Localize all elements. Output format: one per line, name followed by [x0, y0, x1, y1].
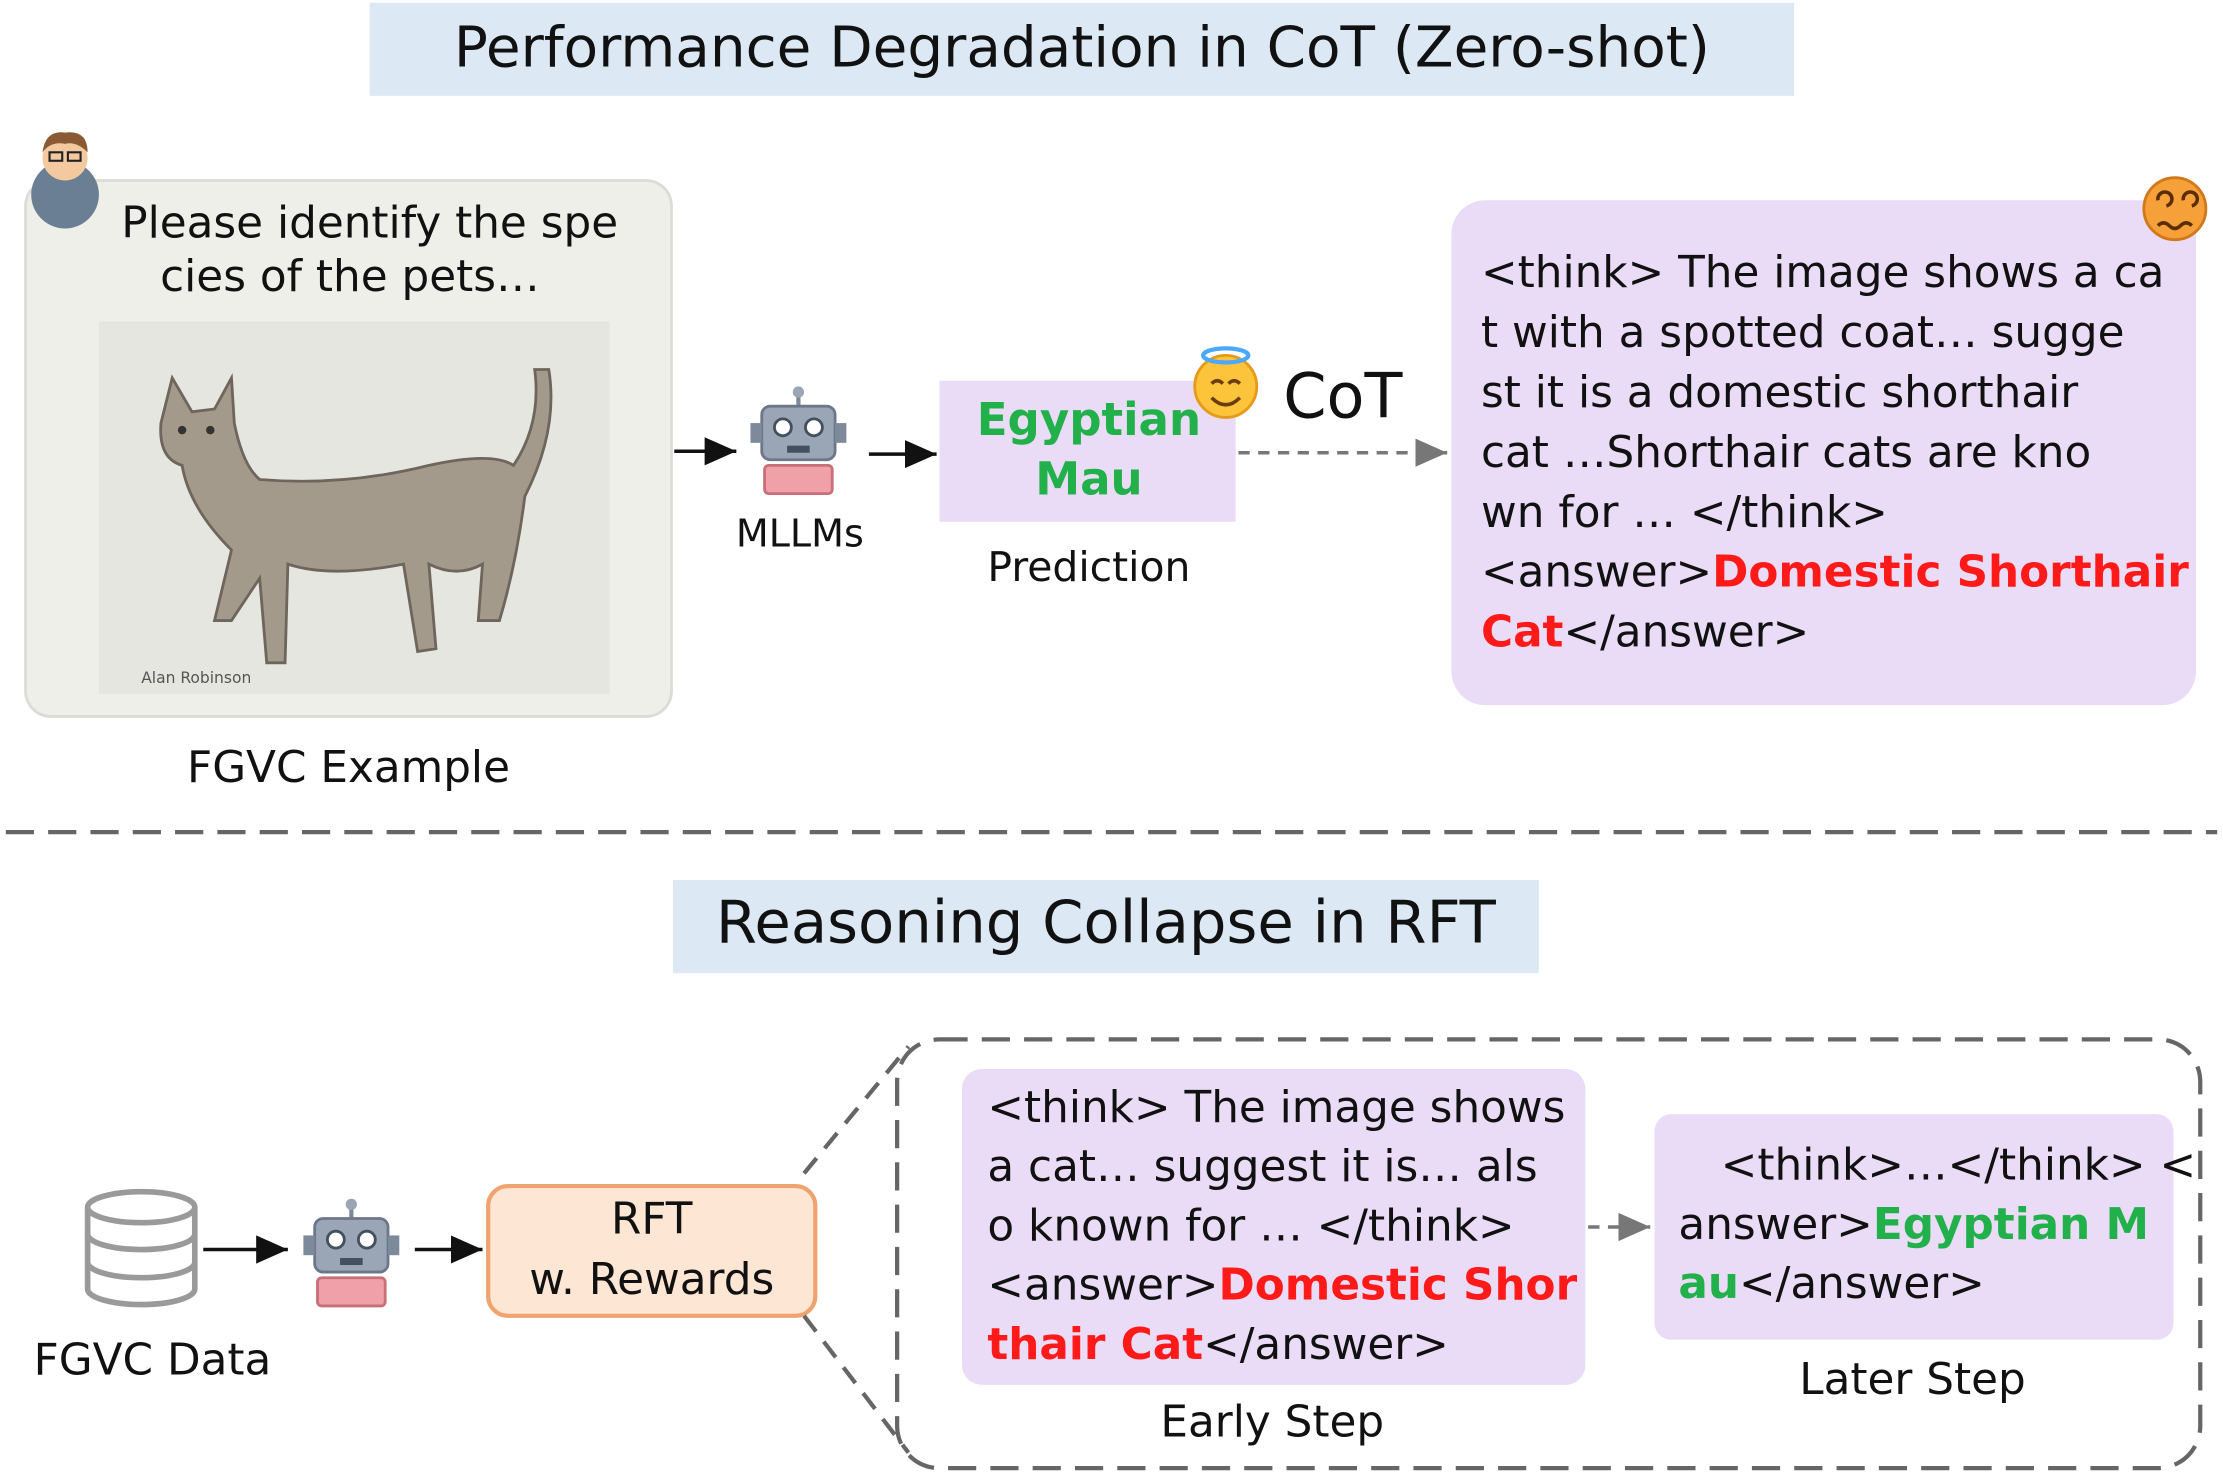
highlight-text: Domestic Shor	[1218, 1260, 1577, 1311]
text-line: <answer>Domestic Shorthair	[1481, 547, 2189, 598]
text-line: answer>Egyptian M	[1678, 1199, 2149, 1250]
text-segment: </answer>	[1739, 1258, 1985, 1309]
text-segment: t with a spotted coat… sugge	[1481, 307, 2124, 358]
caption: Early Step	[1160, 1396, 1384, 1447]
rft-line: w. Rewards	[529, 1254, 774, 1305]
highlight-text: Domestic Shorthair	[1712, 547, 2189, 598]
text-segment: <think> The image shows a ca	[1481, 247, 2164, 298]
cot-label: CoT	[1283, 360, 1403, 433]
highlight-text: au	[1678, 1258, 1739, 1309]
text-segment: wn for … </think>	[1481, 487, 1888, 538]
text-segment: st it is a domestic shorthair	[1481, 367, 2078, 418]
text-segment: answer>	[1678, 1199, 1872, 1250]
zoom-line	[802, 1314, 911, 1454]
early-box	[962, 1069, 1586, 1385]
text-line: <answer>Domestic Shor	[987, 1260, 1577, 1311]
user-icon	[31, 132, 99, 229]
dizzy-emoji	[2142, 176, 2208, 242]
text-segment: <think> The image shows	[987, 1082, 1565, 1133]
text-line: wn for … </think>	[1481, 487, 1888, 538]
later-box	[1654, 1114, 2174, 1340]
text-line: Cat</answer>	[1481, 607, 1809, 658]
cat-photo: Alan Robinson	[98, 321, 610, 694]
prediction-box	[939, 380, 1236, 522]
cot-box	[1451, 200, 2197, 706]
section-title: Performance Degradation in CoT (Zero-sho…	[454, 15, 1710, 80]
text-line: cat …Shorthair cats are kno	[1481, 427, 2091, 478]
zoom-line	[802, 1045, 911, 1175]
text-segment: o known for … </think>	[987, 1200, 1514, 1251]
prediction-line: Egyptian	[977, 393, 1201, 446]
section-title: Reasoning Collapse in RFT	[716, 888, 1497, 957]
text-segment: a cat… suggest it is… als	[987, 1141, 1537, 1192]
cot-text: <think> The image shows a ca t with a spo…	[1481, 247, 2189, 658]
database-icon	[84, 1188, 198, 1308]
text-segment: <think>…</think> <	[1721, 1140, 2196, 1191]
text-line: a cat… suggest it is… als	[987, 1141, 1537, 1192]
prompt-line: Please identify the spe	[121, 198, 618, 249]
highlight-text: Egyptian M	[1873, 1199, 2149, 1250]
halo-emoji	[1193, 346, 1259, 419]
caption: FGVC Example	[187, 742, 510, 793]
caption: FGVC Data	[34, 1334, 272, 1385]
text-line: au</answer>	[1678, 1258, 1984, 1309]
text-segment: </answer>	[1563, 607, 1809, 658]
robot-icon	[303, 1199, 399, 1306]
caption: Prediction	[987, 543, 1190, 591]
text-line: t with a spotted coat… sugge	[1481, 307, 2124, 358]
text-line: <think> The image shows	[987, 1082, 1565, 1133]
text-line: o known for … </think>	[987, 1200, 1514, 1251]
caption: Later Step	[1799, 1354, 2026, 1405]
text-line: <think> The image shows a ca	[1481, 247, 2164, 298]
early-text: <think> The image shows a cat… suggest it…	[987, 1082, 1577, 1370]
zoom-frame	[895, 1037, 2203, 1471]
text-segment: cat …Shorthair cats are kno	[1481, 427, 2091, 478]
robot-icon	[750, 386, 846, 493]
text-segment: <answer>	[1481, 547, 1712, 598]
highlight-text: thair Cat	[987, 1319, 1203, 1370]
text-line: <think>…</think> <	[1721, 1140, 2196, 1191]
prediction-line: Mau	[1035, 452, 1142, 505]
title-box	[672, 880, 1539, 974]
title-box	[369, 2, 1795, 96]
highlight-text: Cat	[1481, 607, 1563, 658]
text-line: thair Cat</answer>	[987, 1319, 1449, 1370]
caption: MLLMs	[736, 511, 864, 555]
photo-credit: Alan Robinson	[141, 669, 251, 687]
text-line: st it is a domestic shorthair	[1481, 367, 2078, 418]
text-segment: </answer>	[1203, 1319, 1449, 1370]
text-segment: <answer>	[987, 1260, 1218, 1311]
prompt-line: cies of the pets…	[160, 251, 540, 302]
rft-line: RFT	[611, 1193, 693, 1244]
rft-box	[486, 1183, 818, 1318]
later-text: <think>…</think> < answer>Egyptian M au</a…	[1678, 1140, 2196, 1309]
